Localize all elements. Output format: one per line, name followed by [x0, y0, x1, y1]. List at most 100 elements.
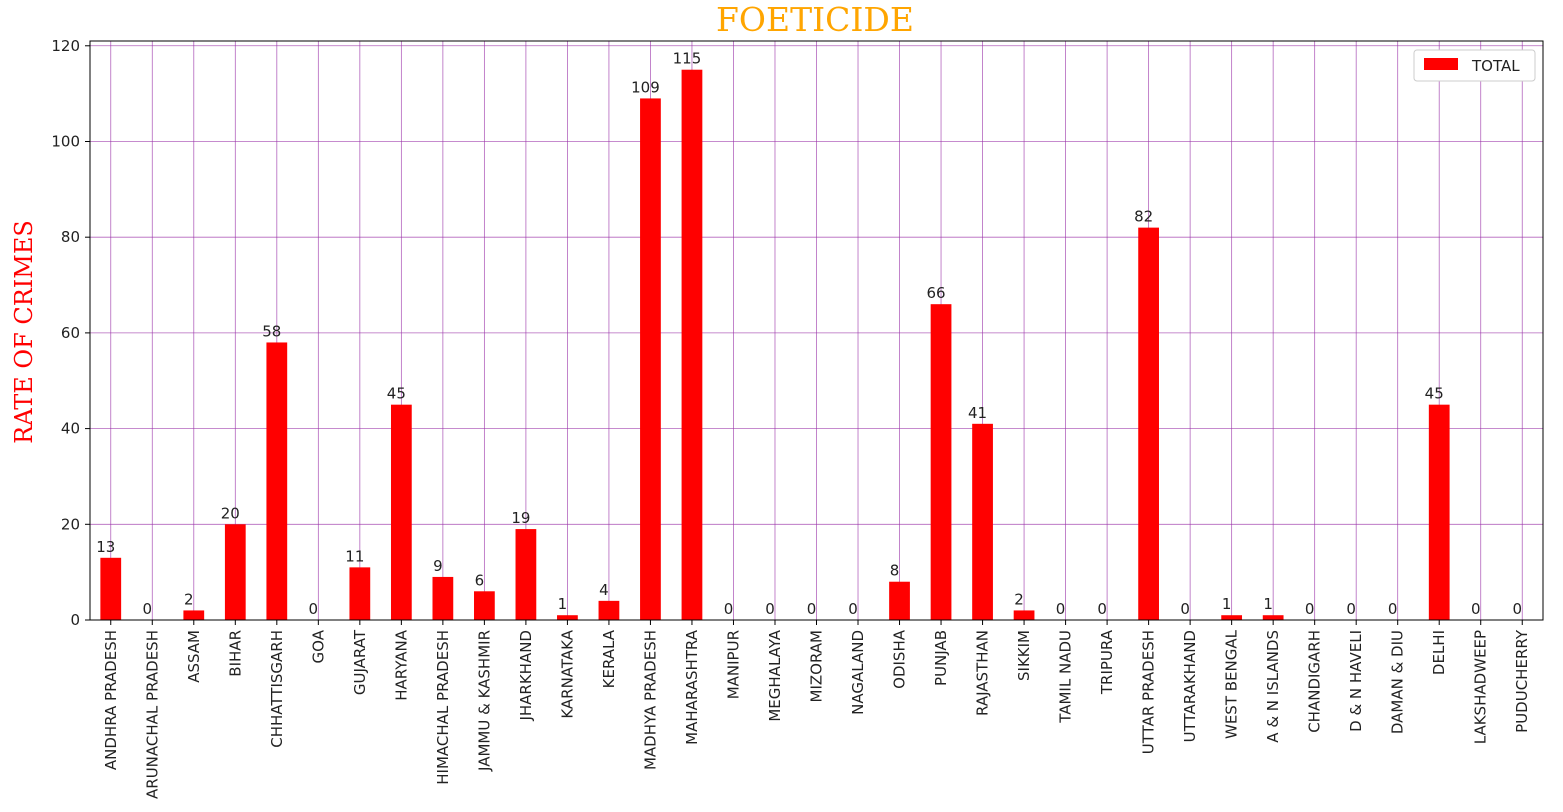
bar-value-label: 115 [673, 50, 702, 68]
bar-value-label: 0 [1388, 600, 1398, 618]
legend-box [1413, 49, 1536, 82]
bar-value-label: 0 [1305, 600, 1315, 618]
bar-value-label: 0 [309, 600, 319, 618]
bar-value-label: 0 [1471, 600, 1481, 618]
bar [1221, 615, 1243, 620]
bar [474, 591, 495, 620]
bars [100, 69, 1450, 621]
bar-value-label: 4 [599, 581, 609, 599]
x-tick-label: ANDHRA PRADESH [102, 630, 120, 770]
bar [1138, 227, 1159, 621]
bar-value-label: 1 [558, 595, 568, 613]
bar [432, 576, 454, 620]
x-tick-label: A & N ISLANDS [1264, 630, 1282, 743]
bar-value-label: 0 [1097, 600, 1107, 618]
legend: TOTAL [1413, 49, 1536, 82]
legend-swatch [1424, 58, 1458, 70]
bar [390, 404, 412, 620]
bar-value-label: 0 [848, 600, 858, 618]
x-tick-label: UTTARAKHAND [1181, 630, 1199, 742]
bar [100, 557, 122, 620]
bar-value-label: 1 [1263, 595, 1273, 613]
bar-value-label: 0 [142, 600, 152, 618]
bar-value-label: 9 [433, 557, 443, 575]
x-tick-label: JHARKHAND [517, 630, 535, 722]
x-tick-label: KERALA [600, 629, 618, 688]
bar [1013, 610, 1035, 620]
bar-value-label: 66 [926, 284, 945, 302]
x-tick-label: HARYANA [392, 629, 410, 700]
x-tick-label: MADHYA PRADESH [641, 630, 659, 770]
bar-value-label: 0 [765, 600, 775, 618]
y-tick-label: 100 [51, 132, 80, 150]
bar-value-label: 2 [1014, 590, 1024, 608]
x-tick-label: TRIPURA [1098, 629, 1116, 695]
x-tick-label: TAMIL NADU [1057, 630, 1075, 724]
x-tick-label: BIHAR [226, 630, 244, 677]
bar [266, 342, 288, 620]
y-tick-label: 120 [51, 37, 80, 55]
x-tick-label: NAGALAND [849, 630, 867, 715]
x-tick-label: PUNJAB [932, 630, 950, 686]
x-ticks: ANDHRA PRADESH ARUNACHAL PRADESH ASSAM BIHA… [102, 620, 1531, 799]
bar [889, 581, 910, 620]
x-tick-label: GUJARAT [351, 629, 369, 695]
bar-value-label: 20 [221, 504, 240, 522]
bar-value-label: 1 [1222, 595, 1232, 613]
bar-value-label: 45 [1425, 385, 1444, 403]
plot-frame [89, 40, 1544, 621]
x-tick-label: MAHARASHTRA [683, 629, 701, 745]
x-tick-label: GOA [309, 629, 327, 663]
bar [640, 98, 661, 620]
x-tick-label: DELHI [1430, 630, 1448, 675]
bar-value-label: 19 [511, 509, 530, 527]
bar-value-label: 8 [890, 562, 900, 580]
bar-value-label: 0 [1180, 600, 1190, 618]
bar-value-label: 82 [1134, 208, 1153, 226]
y-tick-label: 60 [61, 324, 80, 342]
bar-value-label: 11 [345, 547, 364, 565]
bar-value-label: 0 [807, 600, 817, 618]
bar [557, 615, 578, 620]
x-tick-label: MEGHALAYA [766, 629, 784, 721]
bar [598, 600, 620, 620]
x-tick-label: ASSAM [185, 630, 203, 683]
x-tick-label: JAMMU & KASHMIR [475, 630, 493, 772]
legend-label: TOTAL [1471, 57, 1520, 75]
bar-value-label: 0 [1346, 600, 1356, 618]
bar [349, 567, 371, 620]
bar-value-label: 41 [968, 404, 987, 422]
bar-value-label: 45 [387, 385, 406, 403]
x-tick-label: ODISHA [891, 629, 909, 689]
x-tick-label: HIMACHAL PRADESH [434, 630, 452, 785]
chart-title: FOETICIDE [716, 0, 914, 39]
bar [183, 610, 205, 620]
bar-value-label: 6 [475, 571, 485, 589]
bar-value-label: 0 [1512, 600, 1522, 618]
bar-value-label: 109 [631, 78, 660, 96]
x-tick-label: DAMAN & DIU [1389, 630, 1407, 734]
x-tick-label: MIZORAM [808, 630, 826, 702]
bar [681, 69, 703, 620]
x-tick-label: UTTAR PRADESH [1140, 630, 1158, 754]
x-tick-label: LAKSHADWEEP [1472, 630, 1490, 744]
x-tick-label: D & N HAVELI [1347, 630, 1365, 732]
x-tick-label: SIKKIM [1015, 630, 1033, 681]
bar [930, 304, 952, 620]
bar-value-label: 0 [724, 600, 734, 618]
x-tick-label: PUDUCHERRY [1513, 629, 1531, 733]
y-ticks: 0 20 40 60 80 100 120 [51, 37, 90, 629]
y-tick-label: 20 [61, 515, 80, 533]
x-tick-label: ARUNACHAL PRADESH [143, 630, 161, 799]
bar [1262, 615, 1284, 620]
bar [1428, 404, 1450, 620]
bar-value-label: 2 [184, 590, 194, 608]
y-tick-label: 0 [70, 611, 80, 629]
bar-value-label: 0 [1056, 600, 1066, 618]
bar-value-label: 13 [96, 538, 115, 556]
x-tick-label: WEST BENGAL [1223, 629, 1241, 739]
bar [515, 529, 537, 620]
y-axis-label: RATE OF CRIMES [10, 220, 38, 444]
